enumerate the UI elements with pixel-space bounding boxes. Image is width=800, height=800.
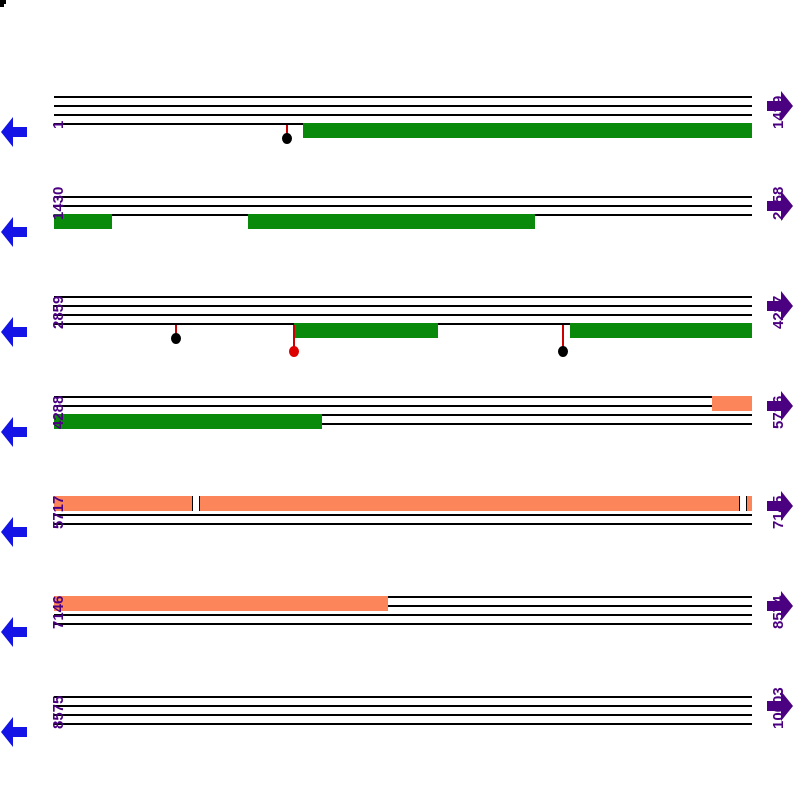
frame-panel: 5717 7145: [0, 490, 800, 590]
frame-line: [54, 305, 752, 307]
site-marker[interactable]: [558, 325, 568, 357]
frame-line: [54, 705, 752, 707]
corner-glyph-fragment: [0, 0, 8, 8]
coordinate-label-end: 7145: [770, 495, 787, 529]
arrow-left-icon[interactable]: [1, 217, 29, 247]
frame-line: [54, 623, 752, 625]
marker-knob: [558, 346, 568, 357]
frame-line: [54, 296, 752, 298]
frame-line: [54, 205, 752, 207]
frame-line: [54, 405, 752, 407]
frame-panel: 8575 10003: [0, 687, 800, 790]
marker-stem: [175, 325, 177, 339]
marker-knob: [171, 333, 181, 344]
frame-line: [54, 605, 752, 607]
arrow-left-icon[interactable]: [1, 517, 29, 547]
feature-bar-green[interactable]: [294, 323, 438, 338]
arrow-right-icon[interactable]: [765, 191, 793, 221]
marker-stem: [286, 125, 288, 139]
frame-panel: 7146 8574: [0, 590, 800, 690]
frame-line: [54, 423, 752, 425]
arrow-left-icon[interactable]: [1, 617, 29, 647]
arrow-left-icon[interactable]: [1, 117, 29, 147]
frame-line: [54, 514, 752, 516]
site-marker[interactable]: [171, 325, 181, 344]
arrow-right-icon[interactable]: [765, 591, 793, 621]
feature-bar-orange[interactable]: [54, 496, 752, 511]
coordinate-label-start: 2859: [50, 295, 67, 329]
frame-line: [54, 105, 752, 107]
frame-line: [54, 523, 752, 525]
frame-line: [54, 723, 752, 725]
frame-line: [54, 714, 752, 716]
coordinate-label-end: 8574: [770, 595, 787, 629]
feature-bar-green[interactable]: [570, 323, 752, 338]
feature-bar-green[interactable]: [303, 123, 752, 138]
feature-bar-green[interactable]: [248, 214, 535, 229]
frame-line: [54, 114, 752, 116]
feature-bar-orange[interactable]: [54, 596, 388, 611]
site-marker[interactable]: [282, 125, 292, 144]
coordinate-label-start: 7146: [50, 595, 67, 629]
arrow-right-icon[interactable]: [765, 691, 793, 721]
coordinate-label-end: 5716: [770, 395, 787, 429]
frame-line: [54, 696, 752, 698]
coordinate-label-start: 1: [50, 120, 67, 129]
frame-line: [54, 596, 752, 598]
arrow-left-icon[interactable]: [1, 417, 29, 447]
frame-panel: 4288 5716: [0, 390, 800, 490]
coordinate-label-start: 5717: [50, 495, 67, 529]
feature-bar-green[interactable]: [54, 214, 112, 229]
marker-stem: [562, 325, 564, 352]
feature-bar-orange[interactable]: [712, 396, 752, 411]
site-marker[interactable]: [289, 325, 299, 357]
coordinate-label-start: 8575: [50, 695, 67, 729]
feature-gap-notch: [739, 496, 747, 511]
arrow-left-icon[interactable]: [1, 717, 29, 747]
frame-line: [54, 396, 752, 398]
feature-gap-notch: [192, 496, 200, 511]
coordinate-label-end: 10003: [770, 687, 787, 729]
frame-line: [54, 414, 752, 416]
coordinate-label-end: 4287: [770, 295, 787, 329]
coordinate-label-end: 2858: [770, 186, 787, 220]
frame-panel: 2859 4287: [0, 290, 800, 390]
arrow-right-icon[interactable]: [765, 91, 793, 121]
arrow-left-icon[interactable]: [1, 317, 29, 347]
arrow-right-icon[interactable]: [765, 391, 793, 421]
frame-line: [54, 314, 752, 316]
marker-knob: [282, 133, 292, 144]
coordinate-label-start: 1430: [50, 186, 67, 220]
coordinate-label-end: 1429: [770, 95, 787, 129]
marker-knob: [289, 346, 299, 357]
feature-bar-green[interactable]: [54, 414, 322, 429]
marker-stem: [293, 325, 295, 352]
coordinate-label-start: 4288: [50, 395, 67, 429]
arrow-right-icon[interactable]: [765, 491, 793, 521]
arrow-right-icon[interactable]: [765, 291, 793, 321]
frame-line: [54, 96, 752, 98]
frame-panel: 1430 2858: [0, 186, 800, 290]
frame-line: [54, 614, 752, 616]
frame-panel: 1 1429: [0, 90, 800, 190]
frame-line: [54, 196, 752, 198]
